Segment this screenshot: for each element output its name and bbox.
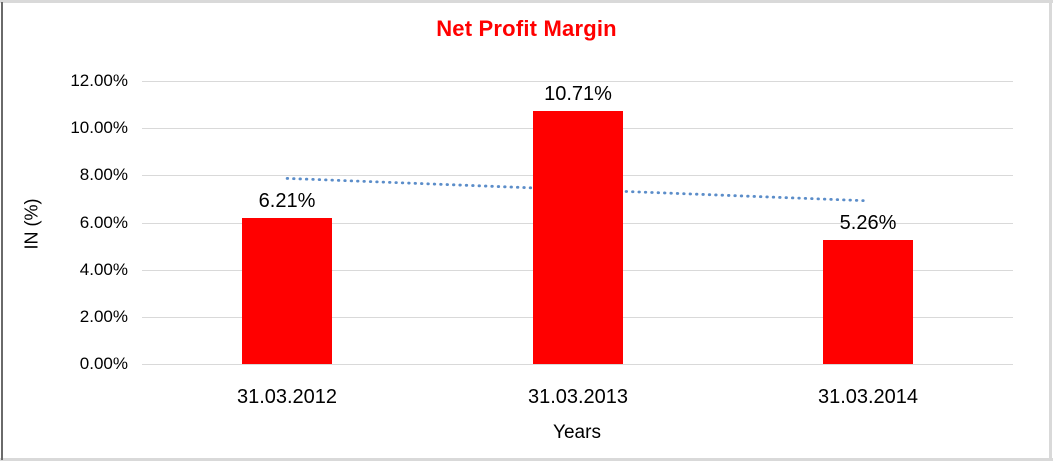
- y-axis-tick-label: 6.00%: [79, 213, 128, 232]
- frame-border-left: [1, 2, 3, 460]
- y-axis-tick-label: 0.00%: [79, 354, 128, 373]
- data-label: 5.26%: [839, 212, 897, 234]
- x-axis-title: Years: [553, 422, 601, 443]
- frame-border-bottom: [0, 458, 1053, 461]
- y-axis-tick-label: 4.00%: [79, 260, 128, 279]
- x-axis-category-label: 31.03.2012: [236, 386, 338, 408]
- y-axis-tick-label: 12.00%: [70, 71, 128, 90]
- y-axis-tick-label: 8.00%: [79, 165, 128, 184]
- y-axis-tick-label: 10.00%: [70, 118, 128, 137]
- bar: [533, 111, 623, 364]
- x-axis-category-label: 31.03.2013: [527, 386, 629, 408]
- y-axis-tick-label: 2.00%: [79, 307, 128, 326]
- chart-title: Net Profit Margin: [436, 16, 617, 41]
- frame-border-right: [1049, 0, 1052, 461]
- x-axis-category-label: 31.03.2014: [817, 386, 919, 408]
- bar: [242, 218, 332, 364]
- gridline: [142, 364, 1013, 365]
- bar: [823, 240, 913, 364]
- gridline: [142, 81, 1013, 82]
- data-label: 6.21%: [258, 190, 316, 212]
- data-label: 10.71%: [544, 83, 612, 105]
- frame-border-top: [0, 0, 1053, 3]
